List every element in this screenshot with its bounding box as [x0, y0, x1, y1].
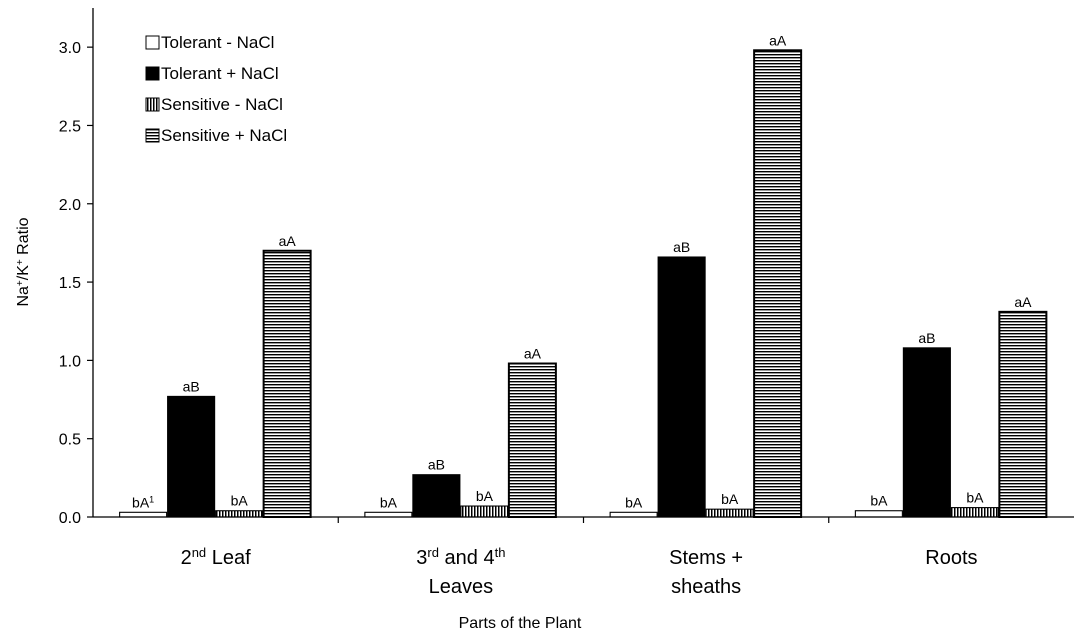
bar-value-label: bA	[870, 493, 888, 509]
y-ticks: 0.0 0.5 1.0 1.5 2.0 2.5 3.0	[59, 40, 830, 527]
legend-swatch	[145, 128, 160, 143]
x-tick-label: Roots	[925, 547, 977, 569]
bars	[119, 49, 1048, 519]
bar	[119, 511, 168, 518]
bar-value-label: aA	[524, 346, 542, 362]
x-tick-label: Stems +	[669, 547, 743, 569]
bar	[412, 474, 461, 518]
bar	[460, 505, 509, 518]
x-tick-labels: 2nd Leaf 3rd and 4th Leaves Stems + sheaths R…	[181, 545, 978, 599]
bar	[262, 249, 312, 518]
y-tick-label: 3.0	[59, 40, 81, 57]
bar	[609, 511, 658, 518]
bar	[753, 49, 803, 518]
bar	[902, 347, 951, 518]
legend-label: Sensitive - NaCl	[161, 95, 283, 114]
bar-value-label: bA	[721, 491, 739, 507]
x-tick-label: Leaves	[429, 576, 494, 598]
y-tick-label: 2.0	[59, 197, 81, 214]
legend: Tolerant - NaCl Tolerant + NaCl Sensitive …	[145, 33, 287, 145]
bar	[215, 510, 264, 518]
y-tick-label: 1.0	[59, 353, 81, 370]
legend-label: Sensitive + NaCl	[161, 126, 287, 145]
bar	[657, 256, 706, 518]
bar	[998, 310, 1048, 518]
bar	[705, 508, 754, 518]
x-tick-label: 3rd and 4th	[416, 545, 505, 570]
x-tick-label: sheaths	[671, 576, 741, 598]
bar-value-label: bA	[966, 490, 984, 506]
y-tick-label: 1.5	[59, 275, 81, 292]
bar-value-label: aB	[918, 330, 935, 346]
bar-value-label: bA	[380, 494, 398, 510]
bar-value-label: bA1	[132, 494, 154, 510]
y-tick-label: 2.5	[59, 118, 81, 135]
bar	[950, 507, 999, 518]
bar-value-label: aA	[1014, 294, 1032, 310]
bar-value-label: bA	[625, 494, 643, 510]
legend-swatch	[145, 35, 160, 50]
bar-value-label: aA	[769, 32, 787, 48]
bar-value-label: aA	[279, 233, 297, 249]
legend-swatch	[145, 66, 160, 81]
bar-value-label: aB	[183, 378, 200, 394]
data-labels: bA1 aB bA aA bA aB bA aA bA aB bA aA bA aB bA aA	[132, 32, 1032, 510]
bar	[167, 395, 216, 518]
y-tick-label: 0.5	[59, 432, 81, 449]
y-axis-label: Na+/K+ Ratio	[15, 217, 33, 306]
legend-swatch	[145, 97, 160, 112]
bar	[854, 510, 903, 518]
x-axis-label: Parts of the Plant	[459, 615, 582, 632]
bar-value-label: aB	[673, 239, 690, 255]
bar-value-label: aB	[428, 457, 445, 473]
x-tick-label: 2nd Leaf	[181, 545, 252, 570]
bar-value-label: bA	[476, 488, 494, 504]
bar	[507, 362, 557, 519]
legend-label: Tolerant - NaCl	[161, 33, 274, 52]
bar-value-label: bA	[231, 493, 249, 509]
bar	[364, 511, 413, 518]
y-tick-label: 0.0	[59, 510, 81, 527]
legend-label: Tolerant + NaCl	[161, 64, 279, 83]
